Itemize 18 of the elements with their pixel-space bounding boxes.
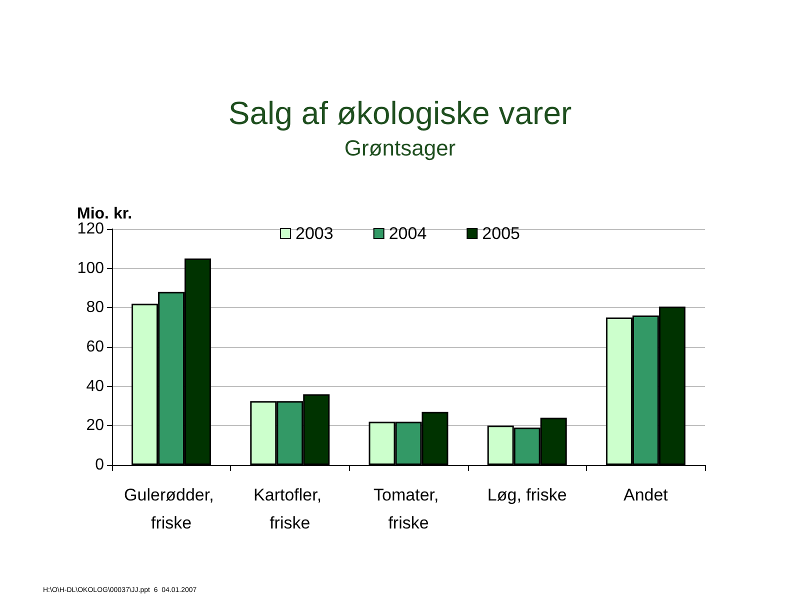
- y-tick-label: 80: [86, 299, 104, 316]
- x-tick-label: Kartofler, friske: [254, 486, 326, 532]
- y-tick-label: 120: [77, 220, 104, 238]
- chart-subtitle: Grøntsager: [344, 136, 456, 160]
- x-tick-label: Gulerødder, friske: [124, 486, 219, 532]
- x-tick-label: Tomater, friske: [374, 486, 444, 532]
- legend-label: 2005: [482, 224, 520, 243]
- y-tick-label: 20: [86, 417, 104, 434]
- x-tick-label: Løg, friske: [487, 486, 567, 504]
- x-tick-label: Andet: [623, 486, 668, 504]
- legend-label: 2003: [296, 224, 334, 243]
- y-tick-label: 60: [86, 338, 104, 356]
- y-tick-label: 100: [77, 260, 104, 277]
- y-axis-title: Mio. kr.: [77, 206, 132, 222]
- chart-title: Salg af økologiske varer: [228, 95, 572, 131]
- y-tick-label: 0: [95, 456, 104, 474]
- legend-label: 2004: [388, 224, 427, 243]
- y-tick-label: 40: [86, 378, 104, 395]
